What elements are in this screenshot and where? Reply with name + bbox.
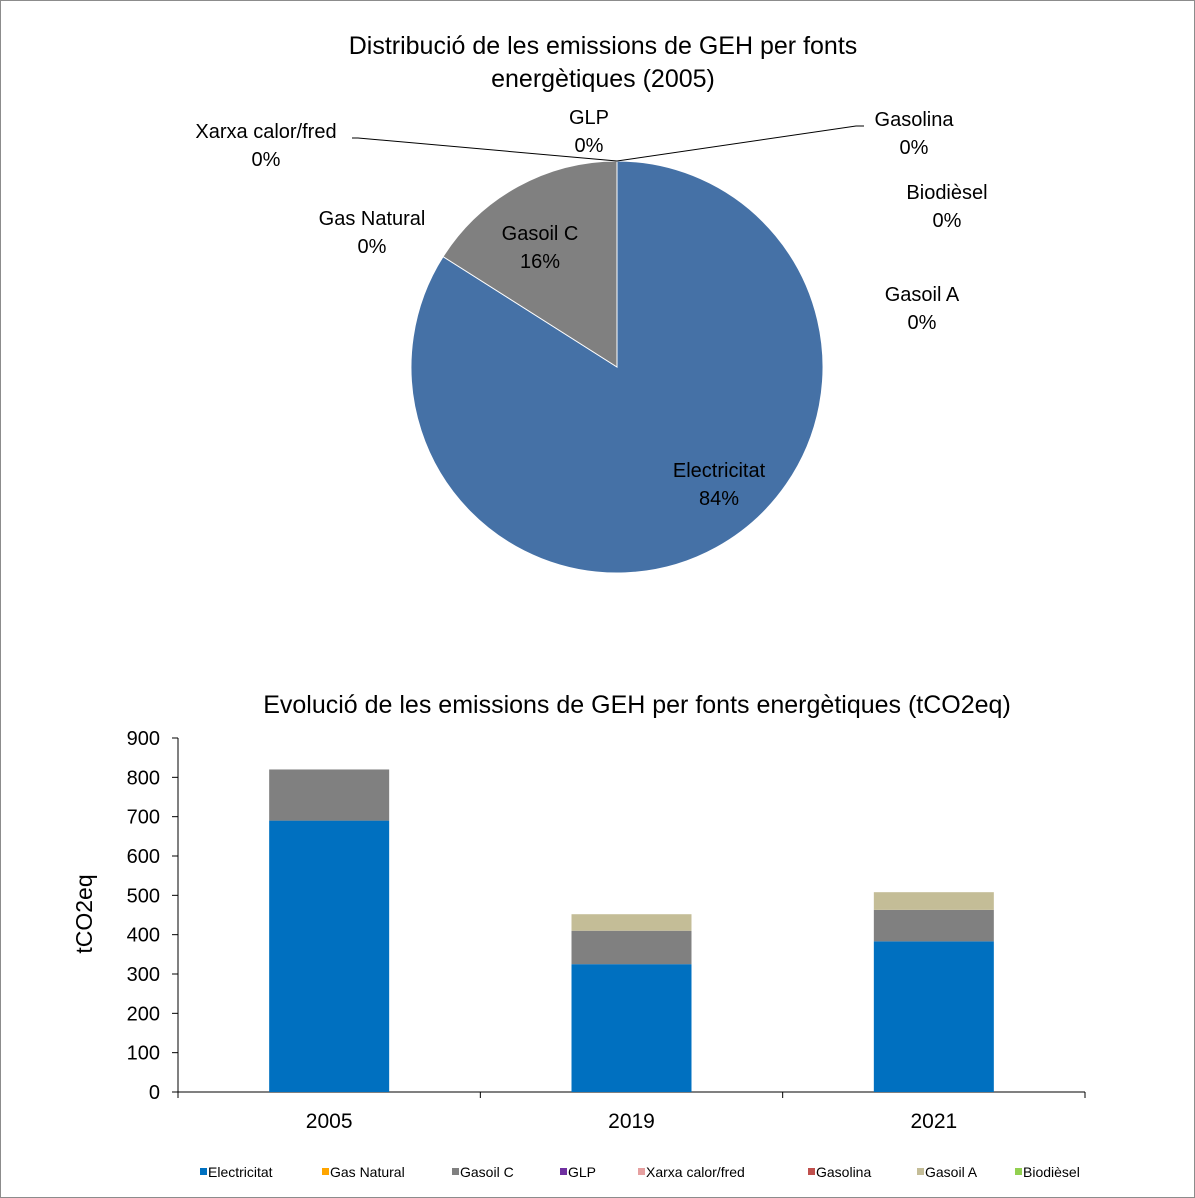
pie-label-gasolina: Gasolina	[875, 109, 955, 131]
y-tick-label: 0	[149, 1082, 160, 1104]
legend-label-gasolina: Gasolina	[816, 1164, 871, 1180]
y-tick-label: 700	[127, 807, 160, 829]
pie-label-gasoil-a: Gasoil A	[885, 284, 960, 306]
pie-value-glp: 0%	[575, 135, 604, 157]
y-tick-label: 600	[127, 846, 160, 868]
legend-swatch-electricitat	[200, 1168, 207, 1175]
legend-label-gasoil-c: Gasoil C	[460, 1164, 514, 1180]
pie-value-gasoil-a: 0%	[908, 312, 937, 334]
bar-electricitat-2005	[269, 820, 390, 1092]
y-tick-label: 800	[127, 767, 160, 789]
pie-value-xarxa-calor-fred: 0%	[252, 149, 281, 171]
pie-leader-lines	[352, 125, 864, 162]
legend-label-biodiesel: Biodièsel	[1023, 1164, 1080, 1180]
pie-labels: Electricitat 84% Gas Natural 0% Gasoil C 16% G…	[195, 107, 987, 510]
y-tick-label: 300	[127, 964, 160, 986]
y-tick-label: 900	[127, 728, 160, 750]
pie-title-line2: energètiques (2005)	[491, 65, 715, 93]
bar-electricitat-2021	[873, 941, 994, 1092]
bar-gasoil-a-2021	[873, 892, 994, 910]
pie-label-electricitat: Electricitat	[673, 460, 766, 482]
legend-swatch-gasoil-c	[452, 1168, 459, 1175]
pie-title-line1: Distribució de les emissions de GEH per …	[349, 32, 858, 60]
legend-swatch-biodiesel	[1015, 1168, 1022, 1175]
bar-chart	[269, 769, 994, 1092]
x-tick-label: 2021	[910, 1110, 957, 1133]
pie-slice-gasoil-c	[442, 160, 618, 368]
legend-swatch-gasolina	[808, 1168, 815, 1175]
y-tick-label: 100	[127, 1043, 160, 1065]
pie-chart	[410, 160, 824, 574]
pie-value-gasoil-c: 16%	[520, 251, 560, 273]
pie-label-gasoil-c: Gasoil C	[502, 223, 579, 245]
bar-gasoil-a-2019	[571, 914, 692, 931]
x-tick-label: 2005	[306, 1110, 353, 1133]
pie-value-electricitat: 84%	[699, 488, 739, 510]
pie-label-xarxa-calor-fred: Xarxa calor/fred	[195, 121, 336, 143]
pie-value-biodiesel: 0%	[933, 210, 962, 232]
y-tick-label: 500	[127, 885, 160, 907]
legend-label-electricitat: Electricitat	[208, 1164, 273, 1180]
pie-label-biodiesel: Biodièsel	[906, 182, 987, 204]
bar-gasoil-c-2021	[873, 909, 994, 942]
legend-label-xarxa-calor-fred: Xarxa calor/fred	[646, 1164, 745, 1180]
pie-leader-gasolina	[616, 125, 864, 162]
bar-electricitat-2019	[571, 964, 692, 1092]
legend-swatch-gas-natural	[322, 1168, 329, 1175]
legend-label-glp: GLP	[568, 1164, 596, 1180]
bar-gasoil-c-2019	[571, 930, 692, 965]
bar-legend: Electricitat Gas Natural Gasoil C GLP Xarxa …	[200, 1164, 1080, 1180]
legend-label-gas-natural: Gas Natural	[330, 1164, 405, 1180]
pie-leader-xarxa	[352, 137, 618, 162]
bar-title: Evolució de les emissions de GEH per fon…	[263, 691, 1011, 719]
legend-label-gasoil-a: Gasoil A	[925, 1164, 978, 1180]
pie-label-glp: GLP	[569, 107, 609, 129]
legend-swatch-gasoil-a	[917, 1168, 924, 1175]
x-tick-label: 2019	[608, 1110, 655, 1133]
legend-swatch-glp	[560, 1168, 567, 1175]
bar-ylabel: tCO2eq	[71, 874, 97, 953]
legend-swatch-xarxa-calor-fred	[638, 1168, 645, 1175]
y-tick-label: 200	[127, 1003, 160, 1025]
bar-gasoil-c-2005	[269, 769, 390, 821]
pie-value-gasolina: 0%	[900, 137, 929, 159]
pie-value-gas-natural: 0%	[358, 236, 387, 258]
y-tick-label: 400	[127, 925, 160, 947]
pie-label-gas-natural: Gas Natural	[319, 208, 426, 230]
